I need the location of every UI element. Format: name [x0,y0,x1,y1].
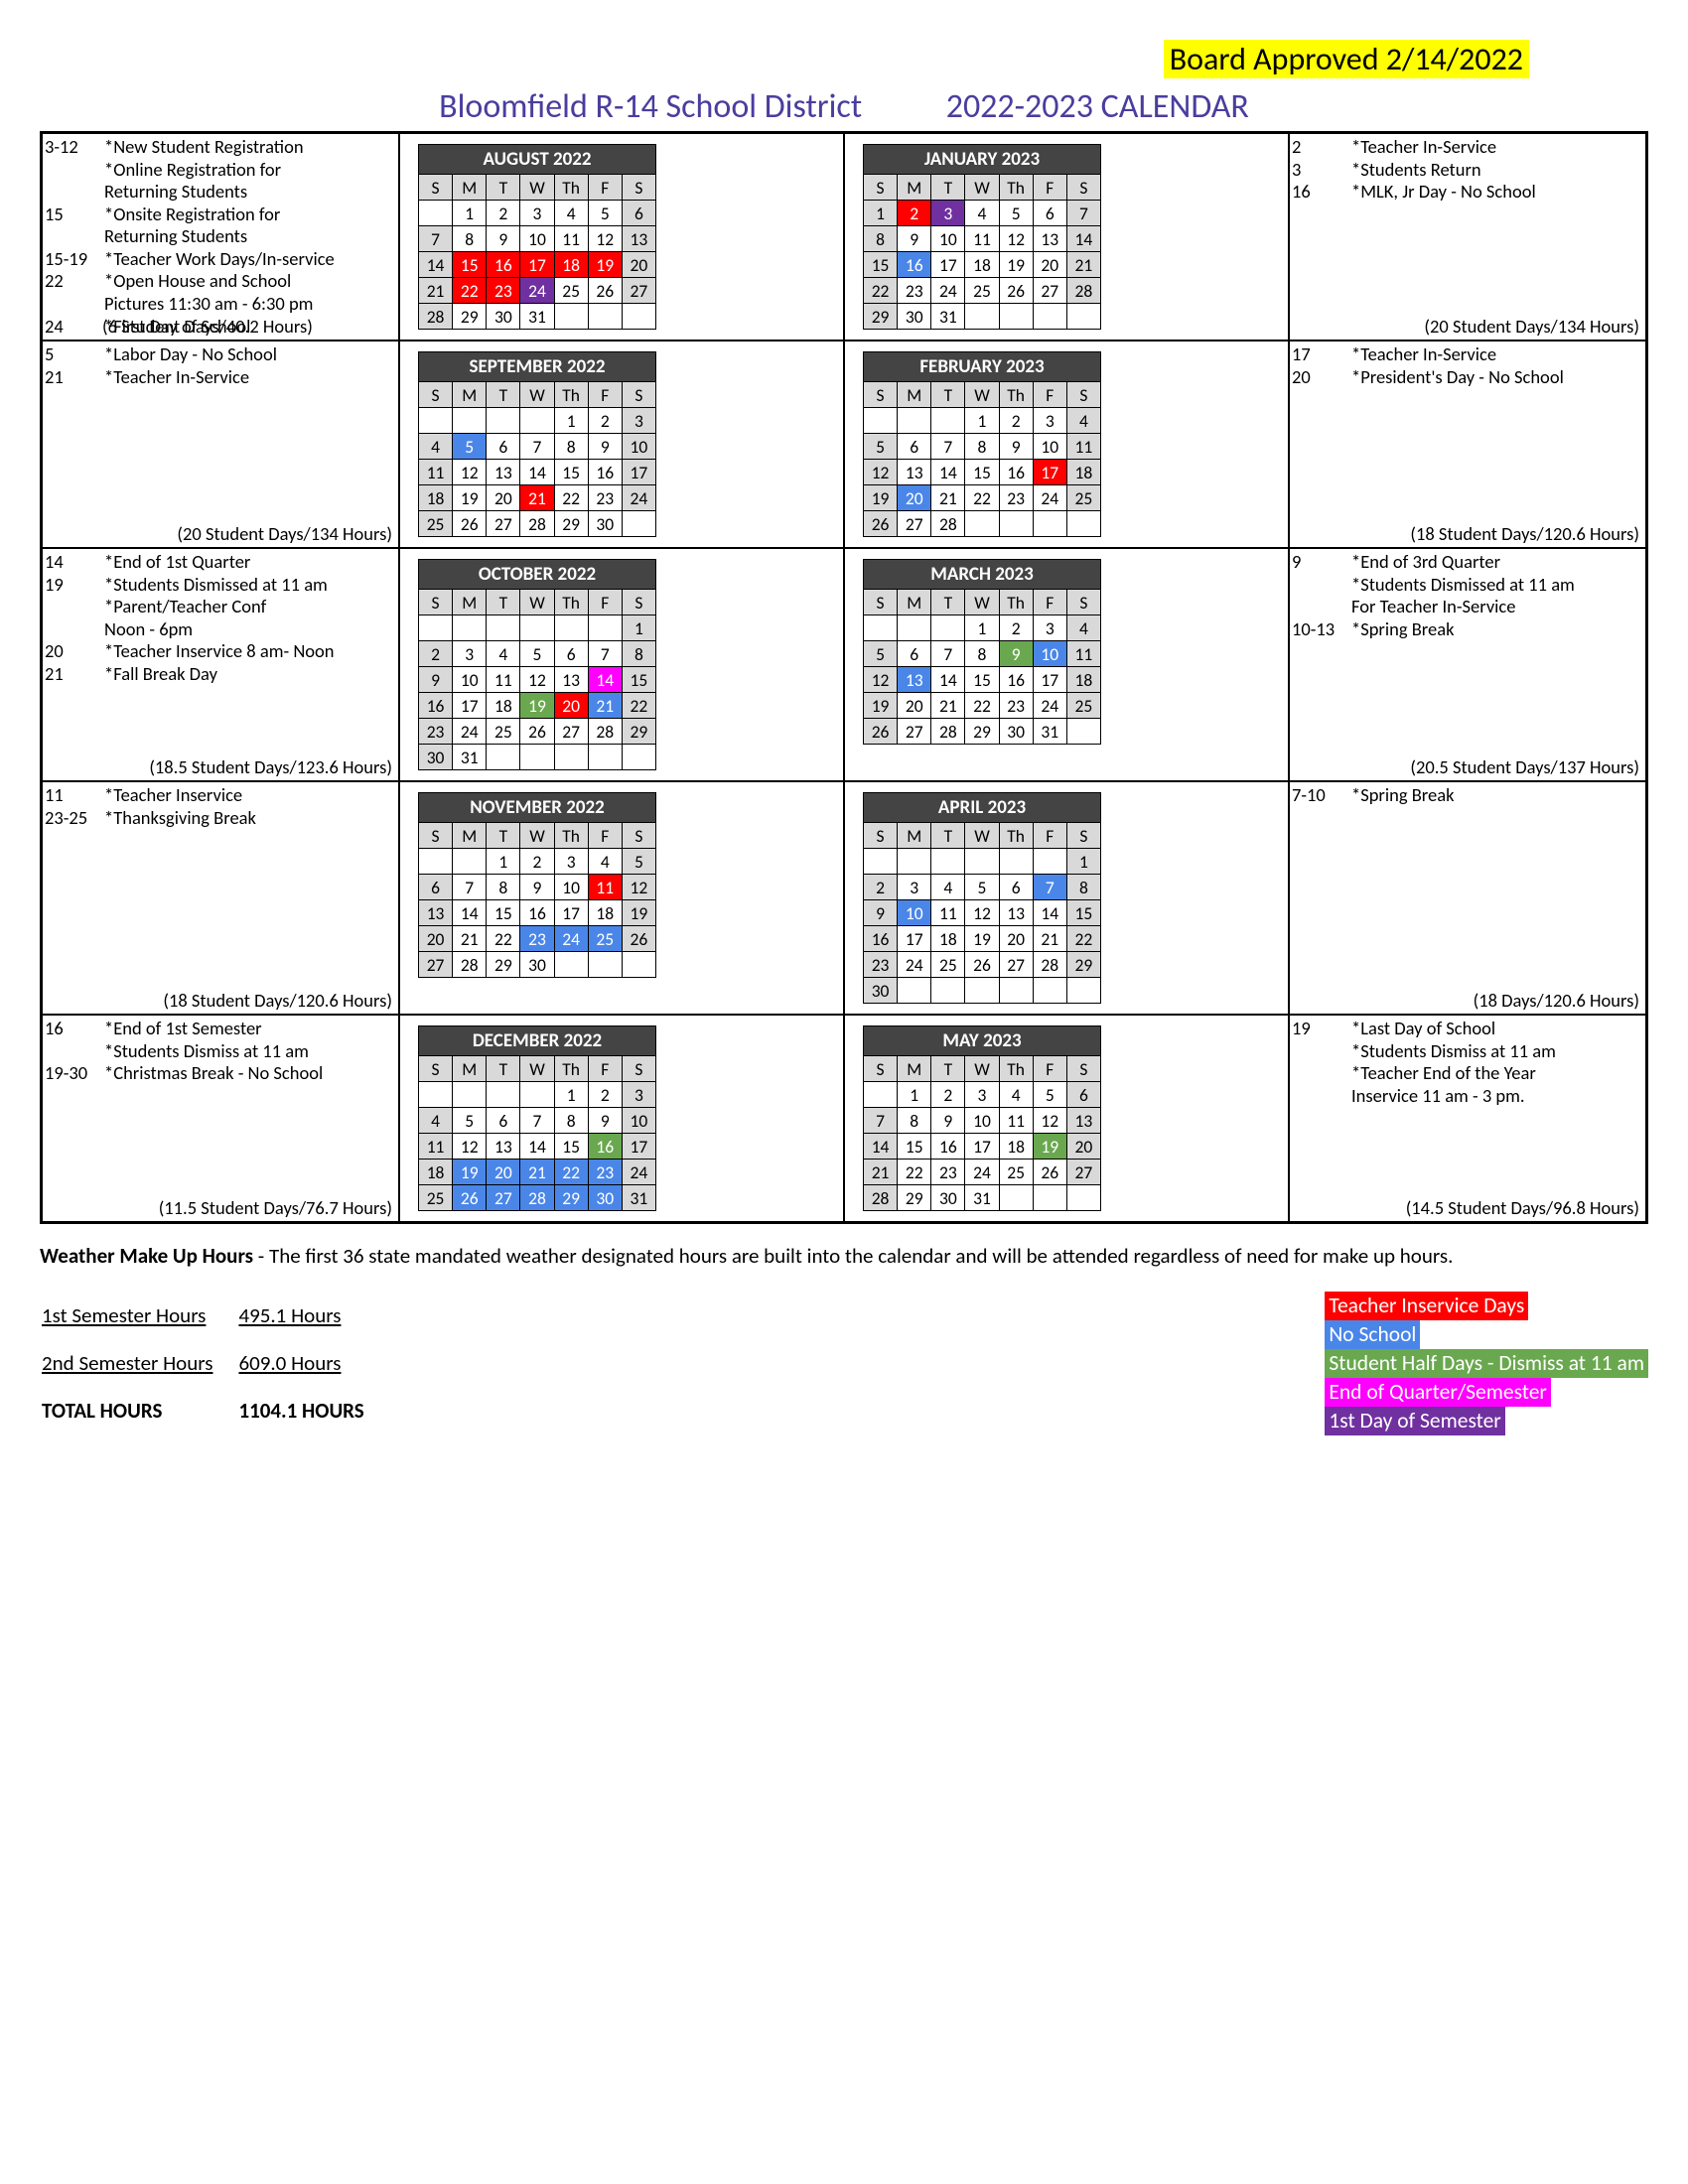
page-title: Bloomfield R-14 School District 2022-202… [40,78,1648,131]
left-events-cell: 11*Teacher Inservice23-25*Thanksgiving B… [42,781,399,1015]
calendar-cell: SEPTEMBER 2022SMTWThFS 12345678910111213… [399,341,844,548]
legend-item: End of Quarter/Semester [1325,1378,1551,1407]
month-calendar: JANUARY 2023SMTWThFS12345678910111213141… [863,144,1101,330]
calendar-cell: OCTOBER 2022SMTWThFS 1234567891011121314… [399,548,844,781]
right-events-cell: 2*Teacher In-Service3*Students Return16*… [1289,133,1646,341]
legend-item: Student Half Days - Dismiss at 11 am [1325,1349,1648,1378]
calendar-year: 2022-2023 CALENDAR [946,86,1249,127]
calendar-cell: AUGUST 2022SMTWThFS 12345678910111213141… [399,133,844,341]
legend-item: No School [1325,1320,1420,1349]
month-calendar: FEBRUARY 2023SMTWThFS 123456789101112131… [863,351,1101,537]
footer: Weather Make Up Hours - The first 36 sta… [40,1242,1648,1435]
month-calendar: SEPTEMBER 2022SMTWThFS 12345678910111213… [418,351,656,537]
month-calendar: DECEMBER 2022SMTWThFS 123456789101112131… [418,1025,656,1211]
board-approved-badge: Board Approved 2/14/2022 [1164,40,1529,78]
legend-item: 1st Day of Semester [1325,1407,1504,1435]
calendar-cell: JANUARY 2023SMTWThFS12345678910111213141… [844,133,1289,341]
month-calendar: NOVEMBER 2022SMTWThFS 123456789101112131… [418,792,656,978]
right-events-cell: 7-10*Spring Break(18 Days/120.6 Hours) [1289,781,1646,1015]
left-events-cell: 14*End of 1st Quarter19*Students Dismiss… [42,548,399,781]
legend: Teacher Inservice DaysNo SchoolStudent H… [1325,1292,1648,1435]
month-calendar: APRIL 2023SMTWThFS 123456789101112131415… [863,792,1101,1004]
right-events-cell: 17*Teacher In-Service20*President's Day … [1289,341,1646,548]
left-events-cell: 16*End of 1st Semester*Students Dismiss … [42,1015,399,1222]
district-name: Bloomfield R-14 School District [439,86,862,127]
calendar-cell: DECEMBER 2022SMTWThFS 123456789101112131… [399,1015,844,1222]
calendar-cell: NOVEMBER 2022SMTWThFS 123456789101112131… [399,781,844,1015]
weather-note: Weather Make Up Hours - The first 36 sta… [40,1242,1648,1270]
month-calendar: AUGUST 2022SMTWThFS 12345678910111213141… [418,144,656,330]
calendar-cell: MARCH 2023SMTWThFS 123456789101112131415… [844,548,1289,781]
hours-table: 1st Semester Hours495.1 Hours2nd Semeste… [40,1292,390,1435]
month-calendar: OCTOBER 2022SMTWThFS 1234567891011121314… [418,559,656,770]
month-calendar: MAY 2023SMTWThFS 12345678910111213141516… [863,1025,1101,1211]
left-events-cell: 3-12*New Student Registration*Online Reg… [42,133,399,341]
legend-item: Teacher Inservice Days [1325,1292,1528,1320]
calendar-grid: 3-12*New Student Registration*Online Reg… [40,131,1648,1224]
calendar-cell: APRIL 2023SMTWThFS 123456789101112131415… [844,781,1289,1015]
month-calendar: MARCH 2023SMTWThFS 123456789101112131415… [863,559,1101,745]
calendar-cell: MAY 2023SMTWThFS 12345678910111213141516… [844,1015,1289,1222]
right-events-cell: 9*End of 3rd Quarter*Students Dismissed … [1289,548,1646,781]
left-events-cell: 5*Labor Day - No School21*Teacher In-Ser… [42,341,399,548]
right-events-cell: 19*Last Day of School*Students Dismiss a… [1289,1015,1646,1222]
calendar-cell: FEBRUARY 2023SMTWThFS 123456789101112131… [844,341,1289,548]
